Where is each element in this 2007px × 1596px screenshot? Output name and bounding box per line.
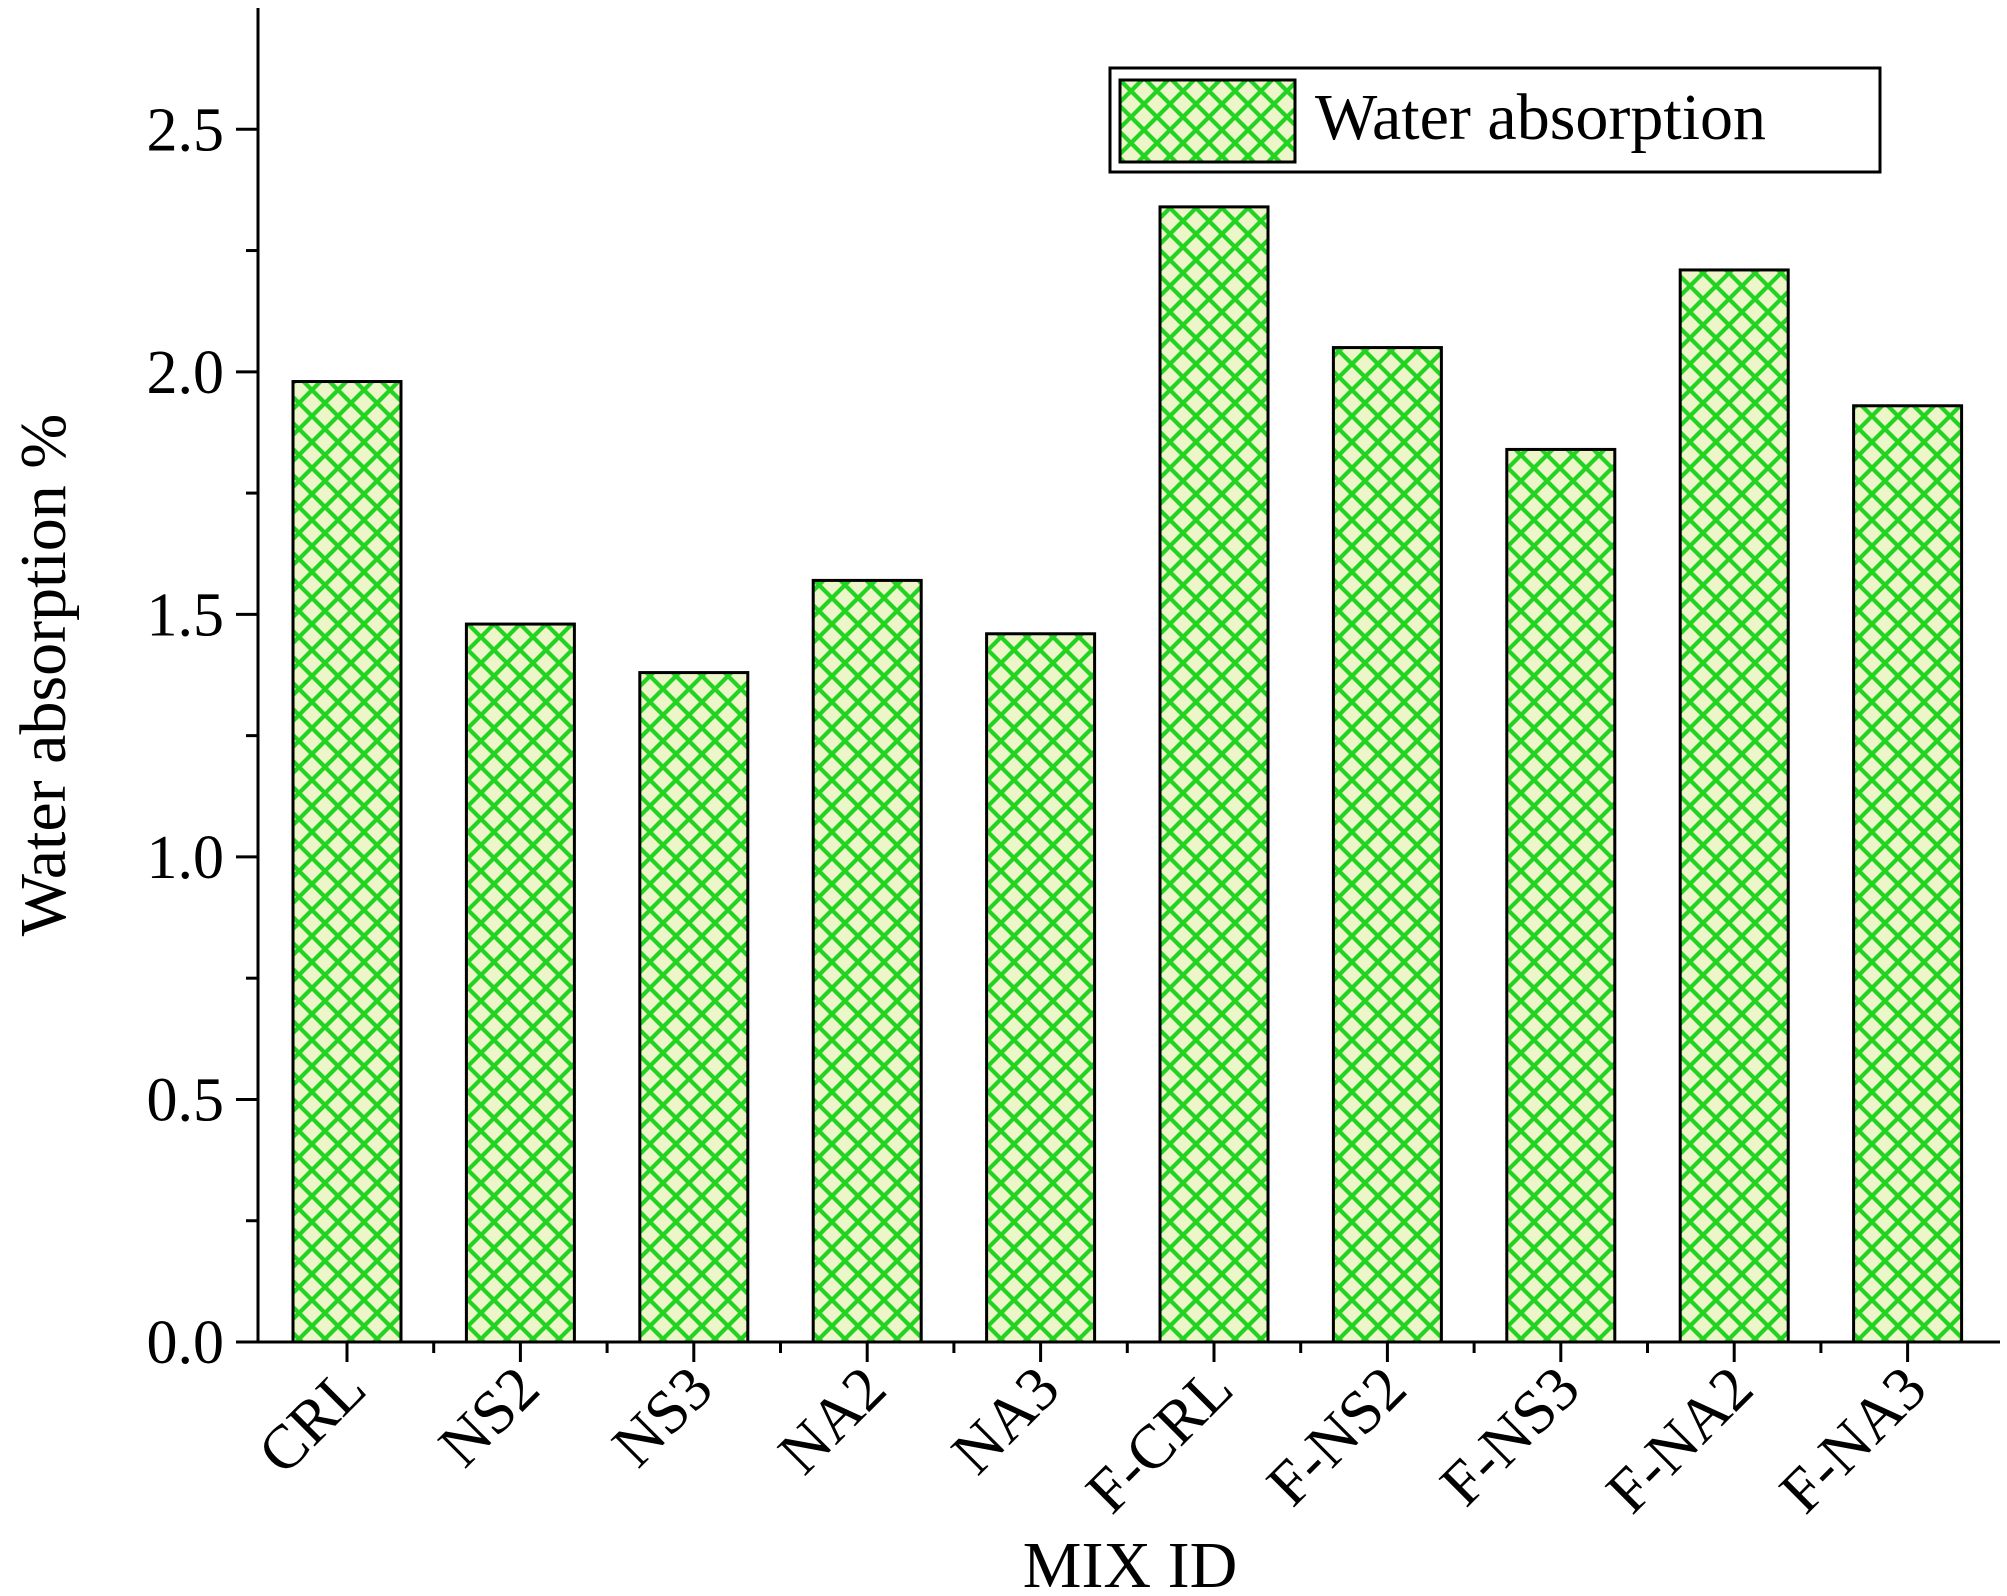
x-tick-label: F-CRL xyxy=(1074,1354,1246,1526)
y-tick-label: 0.5 xyxy=(147,1066,225,1134)
x-tick-label: CRL xyxy=(246,1354,379,1487)
bar-ns3 xyxy=(638,671,750,1344)
x-tick-label: NA3 xyxy=(939,1354,1072,1487)
bar-na2 xyxy=(811,578,923,1344)
x-axis-title: MIX ID xyxy=(1023,1529,1237,1596)
y-tick-label: 2.0 xyxy=(147,339,225,407)
x-tick-label: NS3 xyxy=(600,1354,726,1480)
x-tick-label: F-NA3 xyxy=(1767,1354,1939,1526)
bar-group xyxy=(291,205,1964,1344)
legend: Water absorption xyxy=(1108,66,1882,174)
x-tick-label: NA2 xyxy=(766,1354,899,1487)
x-tick-label: NS2 xyxy=(426,1354,552,1480)
legend-label: Water absorption xyxy=(1315,81,1766,154)
bar-f-na3 xyxy=(1852,404,1964,1344)
y-tick-label: 2.5 xyxy=(147,96,225,164)
y-tick-label: 1.5 xyxy=(147,581,225,649)
legend-swatch xyxy=(1118,78,1297,164)
bar-na3 xyxy=(985,632,1097,1344)
bar-f-ns3 xyxy=(1505,447,1617,1344)
bar-crl xyxy=(291,380,403,1344)
bar-f-crl xyxy=(1158,205,1270,1344)
y-axis-title: Water absorption % xyxy=(7,414,80,937)
bar-ns2 xyxy=(464,622,576,1344)
bar-f-ns2 xyxy=(1331,346,1443,1344)
y-tick-label: 0.0 xyxy=(147,1309,225,1377)
y-tick-label: 1.0 xyxy=(147,824,225,892)
bar-f-na2 xyxy=(1678,268,1790,1344)
x-tick-label: F-NS3 xyxy=(1428,1354,1593,1519)
x-tick-label: F-NS2 xyxy=(1254,1354,1419,1519)
x-tick-label: F-NA2 xyxy=(1594,1354,1766,1526)
